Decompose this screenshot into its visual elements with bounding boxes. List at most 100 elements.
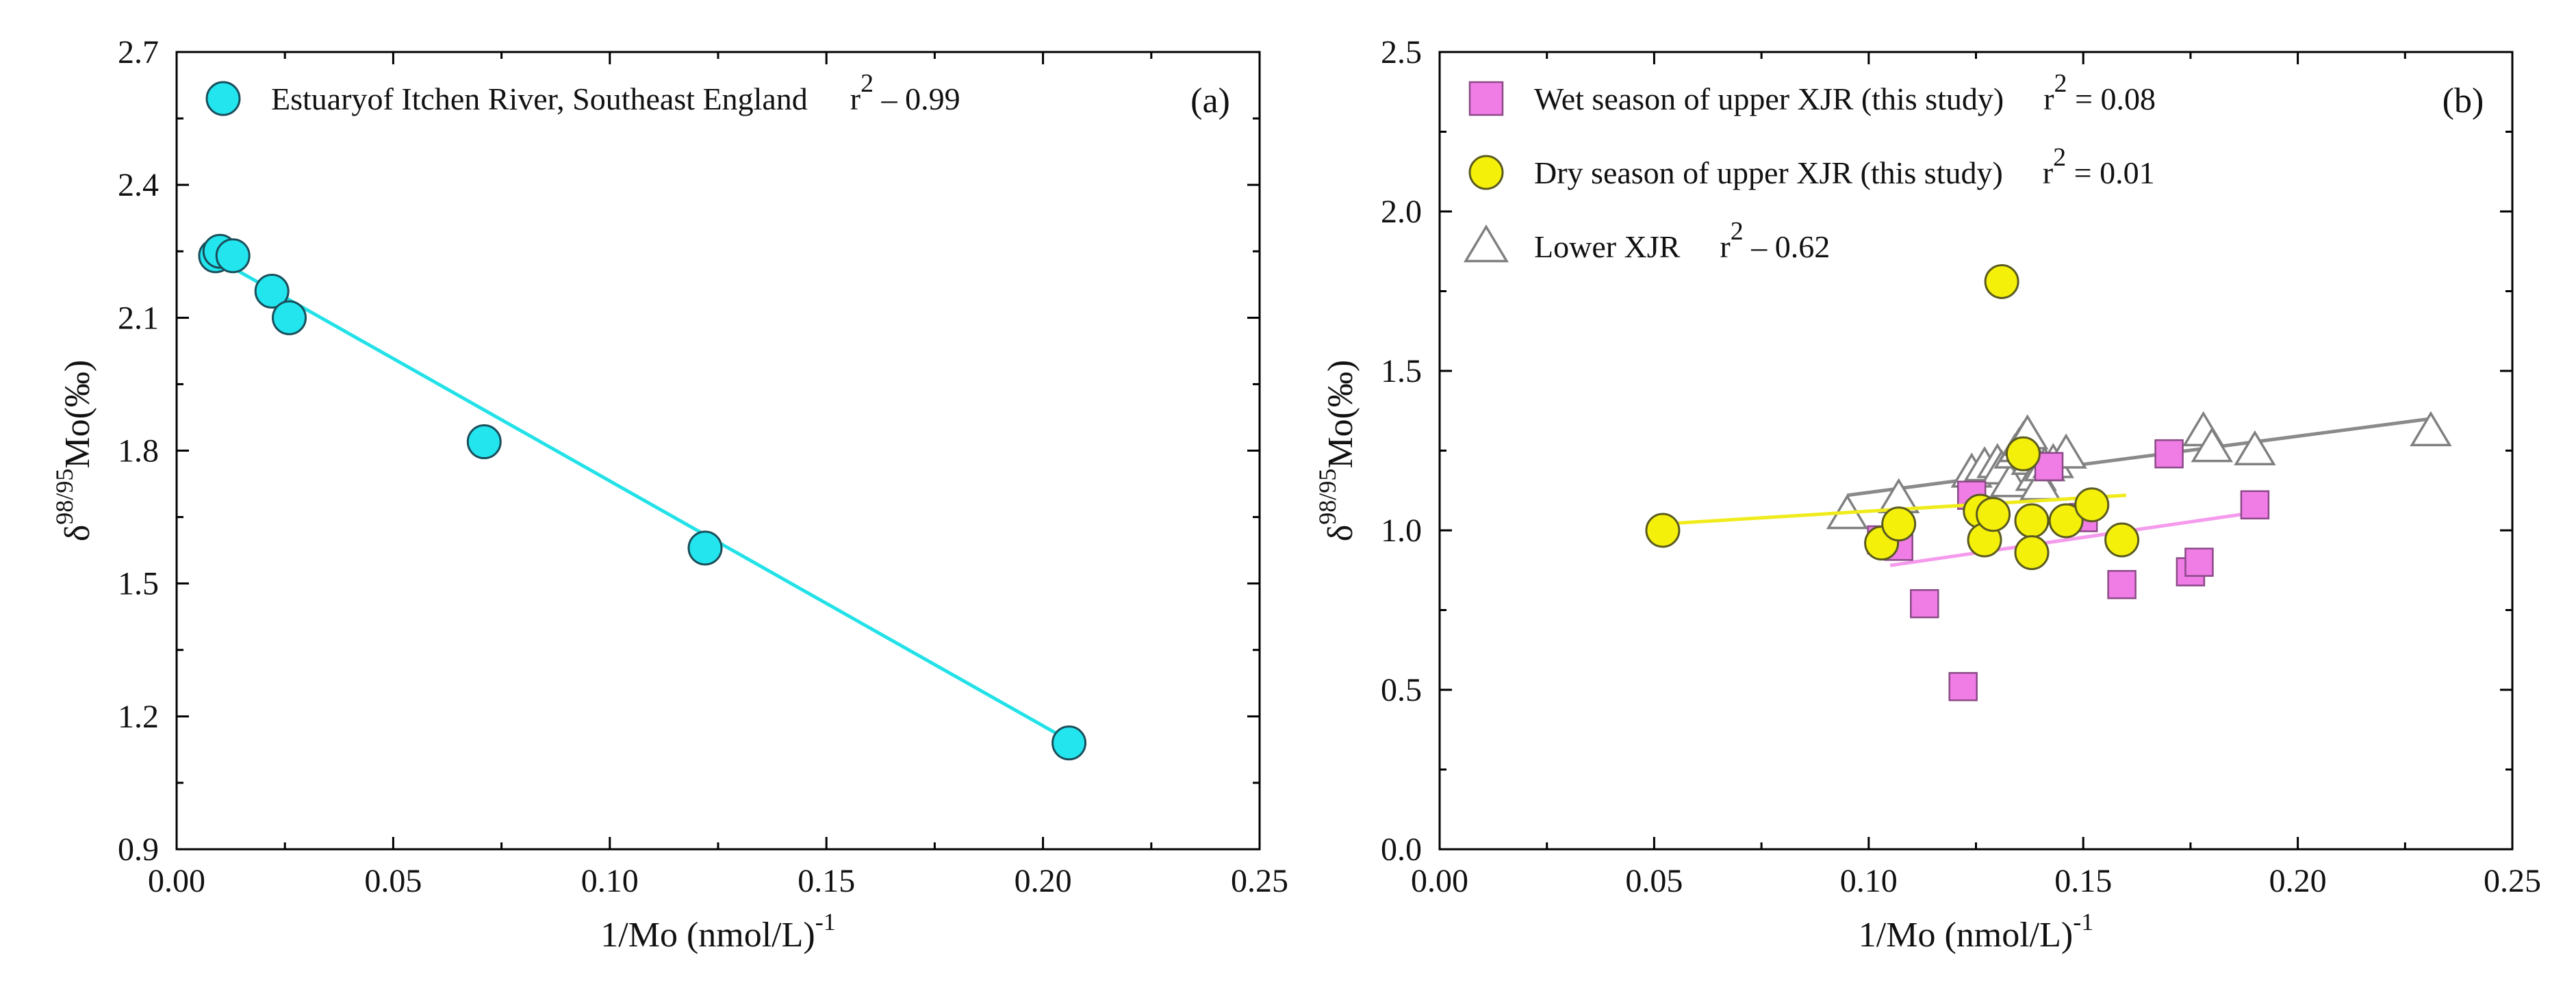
y-tick-label: 1.8 xyxy=(118,433,159,469)
y-tick-label: 1.0 xyxy=(1381,513,1422,549)
x-tick-label: 0.20 xyxy=(2269,863,2327,899)
x-tick-label: 0.10 xyxy=(1840,863,1898,899)
y-tick-label: 0.9 xyxy=(118,831,159,868)
x-axis-title-text: 1/Mo (nmol/L) xyxy=(1859,916,2073,955)
data-point xyxy=(2014,535,2050,571)
x-tick-label: 0.15 xyxy=(798,863,855,899)
x-tick-label: 0.05 xyxy=(1625,863,1683,899)
legend-r2-value: = 0.08 xyxy=(2067,81,2156,116)
y-tick-label: 2.4 xyxy=(118,167,159,203)
data-point xyxy=(2005,436,2041,471)
data-point xyxy=(2184,547,2214,577)
x-axis-title: 1/Mo (nmol/L)-1 xyxy=(1859,908,2093,955)
legend-r2-symbol: r xyxy=(2043,155,2053,190)
y-axis-title-text: Mo(‰) xyxy=(58,360,97,469)
y-axis-title-delta: δ xyxy=(1321,525,1360,542)
x-tick-label: 0.25 xyxy=(2484,863,2541,899)
x-tick-label: 0.00 xyxy=(148,863,205,899)
legend-label: Wet season of upper XJR (this study) xyxy=(1534,81,2004,116)
legend-label: Dry season of upper XJR (this study) xyxy=(1534,155,2003,190)
panel-label: (a) xyxy=(1190,81,1230,120)
y-tick-label: 1.5 xyxy=(118,566,159,602)
x-tick-label: 0.20 xyxy=(1015,863,1072,899)
data-point xyxy=(2104,522,2140,558)
data-point xyxy=(2074,487,2110,523)
panel-label: (b) xyxy=(2443,81,2484,120)
data-point xyxy=(2014,503,2050,539)
y-tick-label: 1.5 xyxy=(1381,353,1422,389)
x-tick-label: 0.25 xyxy=(1231,863,1288,899)
data-point xyxy=(1984,264,2019,300)
data-point xyxy=(215,238,251,274)
legend-marker xyxy=(1464,224,1509,263)
x-axis-title: 1/Mo (nmol/L)-1 xyxy=(600,908,835,955)
y-axis-title: δ98/95Mo(‰) xyxy=(51,360,97,541)
data-point xyxy=(687,530,723,566)
data-point xyxy=(2410,411,2452,447)
data-point xyxy=(1948,672,1978,701)
legend-r2-superscript: 2 xyxy=(2053,143,2066,172)
chart-panel-b: 0.00 0.05 0.10 0.15 0.20 0.25 0.0 0.5 1.0 1.5 2.0 2… xyxy=(1314,34,2541,955)
fit-line xyxy=(1889,509,2264,567)
data-point xyxy=(2234,430,2276,466)
series-2 xyxy=(1645,264,2140,571)
data-point xyxy=(466,424,502,460)
y-tick-label: 2.5 xyxy=(1381,34,1422,70)
legend-r2-value: = 0.01 xyxy=(2066,155,2154,190)
legend-r2-symbol: r xyxy=(850,81,860,116)
y-axis-title-delta: δ xyxy=(58,525,97,542)
y-tick-label: 2.1 xyxy=(118,300,159,336)
data-point xyxy=(2154,439,2184,469)
x-tick-label: 0.00 xyxy=(1411,863,1468,899)
plot-frame xyxy=(175,51,1261,851)
legend-entry: Wet season of upper XJR (this study) r2 =… xyxy=(1468,69,2156,116)
legend-marker xyxy=(1468,81,1504,116)
y-axis-title-text: Mo(‰) xyxy=(1321,360,1360,469)
x-tick-label: 0.10 xyxy=(581,863,639,899)
legend-r2-symbol: r xyxy=(1720,229,1730,264)
legend-r2-superscript: 2 xyxy=(1731,217,1744,246)
x-axis-title-superscript: -1 xyxy=(2073,908,2093,935)
legend-marker xyxy=(1468,155,1504,190)
fit-line xyxy=(210,254,1075,745)
data-point xyxy=(2191,427,2233,463)
legend-label: Estuaryof Itchen River, Southeast Englan… xyxy=(271,81,808,116)
x-tick-label: 0.15 xyxy=(2054,863,2112,899)
x-axis-title-superscript: -1 xyxy=(815,908,836,935)
y-axis-title-superscript: 98/95 xyxy=(1314,469,1341,525)
legend-r2-symbol: r xyxy=(2043,81,2054,116)
data-point xyxy=(2048,503,2084,539)
y-tick-label: 2.7 xyxy=(118,34,159,70)
data-point xyxy=(1051,725,1087,761)
legend-label: Lower XJR xyxy=(1534,229,1681,264)
data-point xyxy=(254,274,290,309)
legend-entry: Lower XJR r2 – 0.62 xyxy=(1464,217,1830,264)
y-tick-label: 2.0 xyxy=(1381,194,1422,230)
legend-r2: r2 – 0.99 xyxy=(850,69,960,116)
fit-line xyxy=(1847,417,2432,498)
x-axis-title-text: 1/Mo (nmol/L) xyxy=(600,916,815,955)
legend-r2-value: – 0.99 xyxy=(873,81,960,116)
legend-entry: Dry season of upper XJR (this study) r2 =… xyxy=(1468,143,2155,190)
data-point xyxy=(2107,569,2137,599)
legend-r2: r2 = 0.01 xyxy=(2043,143,2155,190)
data-point xyxy=(1645,513,1681,548)
data-point xyxy=(1910,589,1939,619)
legend-r2: r2 – 0.62 xyxy=(1720,217,1830,264)
series-0 xyxy=(1826,411,2452,530)
data-point xyxy=(1881,506,1917,542)
data-point xyxy=(1976,497,2011,532)
legend-marker xyxy=(205,81,241,116)
legend-r2: r2 = 0.08 xyxy=(2043,69,2156,116)
data-point xyxy=(2240,490,2270,519)
legend-r2-superscript: 2 xyxy=(860,69,873,98)
series-1 xyxy=(1867,439,2270,701)
y-tick-label: 0.0 xyxy=(1381,831,1422,868)
chart-panel-a: 0.00 0.05 0.10 0.15 0.20 0.25 0.9 1.2 1.5 1.8 2.1 2… xyxy=(51,34,1288,955)
y-tick-label: 1.2 xyxy=(118,699,159,735)
x-tick-label: 0.05 xyxy=(364,863,422,899)
data-point xyxy=(272,300,307,335)
legend-r2-value: – 0.62 xyxy=(1744,229,1831,264)
series-0 xyxy=(198,233,1087,761)
